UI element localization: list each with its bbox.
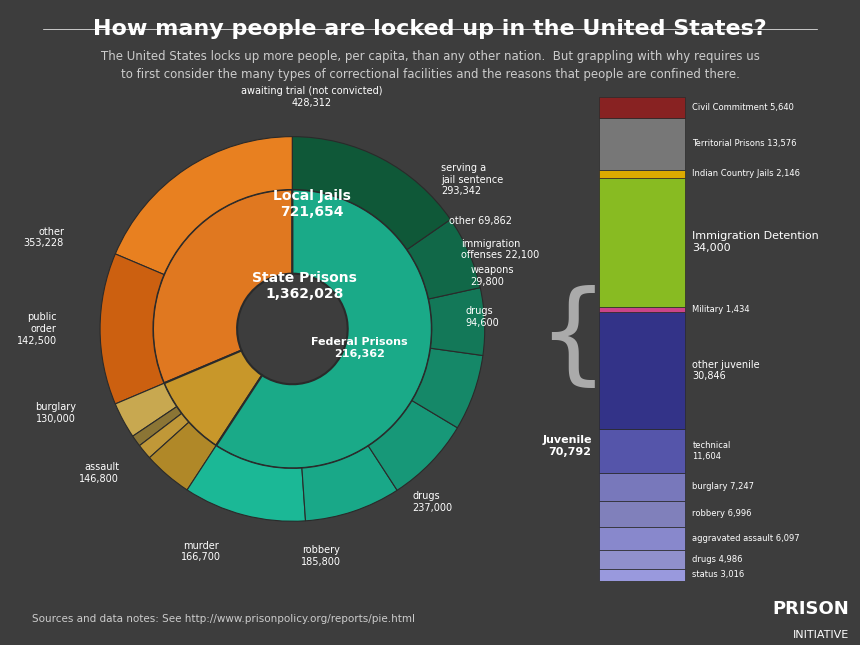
Wedge shape (150, 422, 216, 490)
Text: burglary 7,247: burglary 7,247 (692, 482, 754, 491)
Bar (599, 473, 685, 501)
Bar (599, 569, 685, 580)
Text: other juvenile
30,846: other juvenile 30,846 (692, 360, 760, 381)
Wedge shape (302, 446, 397, 521)
Text: State Prisons
1,362,028: State Prisons 1,362,028 (252, 270, 357, 301)
Wedge shape (292, 137, 451, 250)
Text: serving a
jail sentence
293,342: serving a jail sentence 293,342 (441, 163, 504, 197)
Text: status 3,016: status 3,016 (692, 570, 745, 579)
Wedge shape (412, 348, 482, 428)
Text: Federal Prisons
216,362: Federal Prisons 216,362 (311, 337, 408, 359)
Text: Sources and data notes: See http://www.prisonpolicy.org/reports/pie.html: Sources and data notes: See http://www.p… (33, 614, 415, 624)
Text: Immigration Detention
34,000: Immigration Detention 34,000 (692, 232, 819, 253)
Text: drugs
94,600: drugs 94,600 (465, 306, 500, 328)
Wedge shape (139, 413, 189, 458)
Wedge shape (153, 190, 292, 383)
Wedge shape (216, 190, 432, 468)
Wedge shape (115, 137, 292, 275)
Text: Civil Commitment 5,640: Civil Commitment 5,640 (692, 103, 794, 112)
Bar (599, 312, 685, 429)
Text: The United States locks up more people, per capita, than any other nation.  But : The United States locks up more people, … (101, 50, 759, 81)
Text: Local Jails
721,654: Local Jails 721,654 (273, 189, 351, 219)
Text: other
353,228: other 353,228 (24, 227, 64, 248)
Text: Military 1,434: Military 1,434 (692, 305, 750, 314)
Text: technical
11,604: technical 11,604 (692, 441, 731, 461)
Text: drugs
237,000: drugs 237,000 (413, 491, 452, 513)
Text: aggravated assault 6,097: aggravated assault 6,097 (692, 534, 800, 543)
Text: other 69,862: other 69,862 (449, 216, 512, 226)
Wedge shape (115, 383, 176, 436)
Bar (599, 429, 685, 473)
Bar (599, 118, 685, 170)
Text: INITIATIVE: INITIATIVE (793, 630, 849, 640)
Bar (599, 97, 685, 118)
Bar (599, 527, 685, 550)
Text: robbery
185,800: robbery 185,800 (301, 545, 341, 567)
Bar (599, 306, 685, 312)
Text: Indian Country Jails 2,146: Indian Country Jails 2,146 (692, 169, 801, 178)
Text: Territorial Prisons 13,576: Territorial Prisons 13,576 (692, 139, 797, 148)
Text: public
order
142,500: public order 142,500 (16, 312, 57, 346)
Text: immigration
offenses 22,100: immigration offenses 22,100 (461, 239, 539, 261)
Wedge shape (132, 407, 181, 446)
Wedge shape (428, 288, 485, 355)
Bar (599, 170, 685, 178)
Bar (599, 550, 685, 569)
Wedge shape (187, 446, 305, 521)
Wedge shape (407, 219, 480, 299)
Text: robbery 6,996: robbery 6,996 (692, 510, 752, 519)
Wedge shape (100, 254, 164, 404)
Bar (599, 501, 685, 527)
Text: drugs 4,986: drugs 4,986 (692, 555, 743, 564)
Text: {: { (538, 285, 608, 392)
Bar (599, 178, 685, 306)
Text: awaiting trial (not convicted)
428,312: awaiting trial (not convicted) 428,312 (241, 86, 383, 108)
Text: How many people are locked up in the United States?: How many people are locked up in the Uni… (93, 19, 767, 39)
Text: Juvenile
70,792: Juvenile 70,792 (542, 435, 592, 457)
Wedge shape (164, 350, 262, 446)
Wedge shape (368, 401, 458, 490)
Text: burglary
130,000: burglary 130,000 (35, 402, 76, 424)
Text: weapons
29,800: weapons 29,800 (470, 265, 513, 287)
Text: assault
146,800: assault 146,800 (79, 462, 120, 484)
Text: murder
166,700: murder 166,700 (181, 541, 221, 562)
Text: PRISON: PRISON (772, 600, 849, 618)
